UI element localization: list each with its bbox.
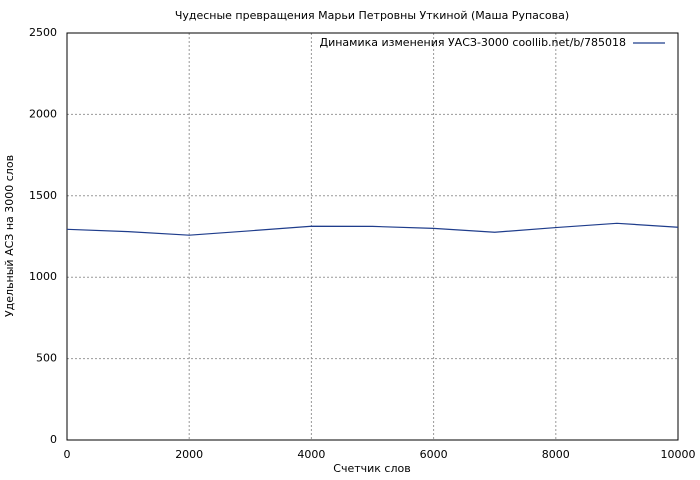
x-tick-label: 6000	[420, 448, 448, 461]
y-tick-label: 0	[50, 433, 57, 446]
x-tick-label: 8000	[542, 448, 570, 461]
x-axis-label: Счетчик слов	[333, 462, 410, 475]
y-tick-label: 2500	[29, 26, 57, 39]
x-tick-label: 0	[64, 448, 71, 461]
data-line	[66, 222, 679, 236]
y-tick-label: 1000	[29, 270, 57, 283]
legend-label: Динамика изменения УАСЗ-3000 coollib.net…	[320, 36, 627, 49]
y-tick-label: 2000	[29, 107, 57, 120]
x-tick-label: 2000	[175, 448, 203, 461]
plot-frame	[66, 32, 679, 441]
y-tick-label: 1500	[29, 189, 57, 202]
x-tick-label: 10000	[661, 448, 696, 461]
y-axis-label: Удельный АСЗ на 3000 слов	[3, 155, 16, 317]
chart-title: Чудесные превращения Марьи Петровны Утки…	[175, 9, 569, 22]
x-tick-label: 4000	[297, 448, 325, 461]
y-tick-label: 500	[36, 352, 57, 365]
